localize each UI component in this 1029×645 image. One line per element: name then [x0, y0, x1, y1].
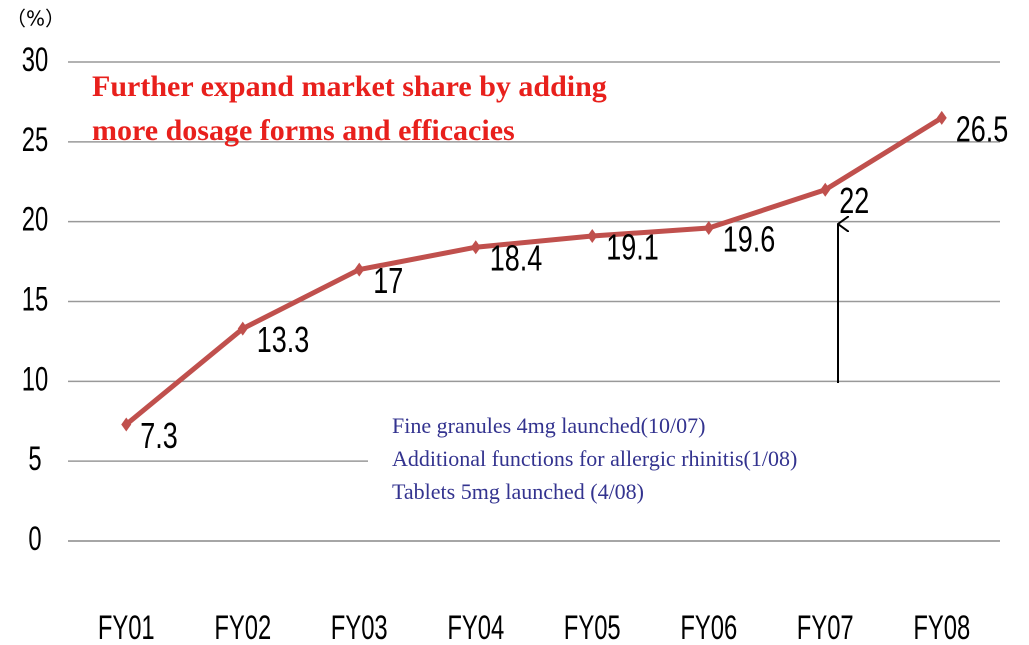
x-tick-label: FY03 — [331, 609, 388, 645]
x-tick-label: FY01 — [98, 609, 155, 645]
annotation-bottom: Tablets 5mg launched (4/08) — [392, 479, 644, 504]
data-label: 19.6 — [723, 219, 776, 260]
annotation-top: Further expand market share by adding — [92, 70, 607, 103]
point-marker — [354, 262, 365, 277]
data-label: 18.4 — [490, 238, 543, 279]
point-marker — [470, 240, 481, 255]
data-label: 26.5 — [956, 109, 1009, 150]
y-tick-label: 25 — [22, 121, 48, 159]
x-tick-label: FY06 — [680, 609, 737, 645]
data-label: 17 — [373, 260, 403, 301]
series-line — [124, 115, 944, 427]
y-tick-label: 0 — [28, 520, 41, 558]
annotation-background — [368, 400, 1000, 518]
point-marker — [703, 221, 714, 236]
y-tick-label: 30 — [22, 41, 48, 79]
x-tick-label: FY07 — [797, 609, 854, 645]
annotation-bottom: Fine granules 4mg launched(10/07) — [392, 413, 705, 438]
data-label: 7.3 — [140, 415, 178, 456]
data-label: 13.3 — [257, 319, 310, 360]
y-tick-label: 10 — [22, 360, 48, 398]
point-marker — [936, 110, 947, 125]
point-marker — [820, 182, 831, 197]
y-tick-label: 15 — [22, 280, 48, 318]
y-tick-label: 5 — [28, 440, 41, 478]
x-tick-label: FY04 — [447, 609, 504, 645]
annotation-bottom: Additional functions for allergic rhinit… — [392, 446, 797, 471]
annotation-top: more dosage forms and efficacies — [92, 114, 515, 147]
point-marker — [237, 321, 248, 336]
unit-label: （%） — [6, 7, 65, 31]
data-label: 19.1 — [606, 227, 659, 268]
point-marker — [121, 417, 132, 432]
x-tick-label: FY05 — [564, 609, 621, 645]
point-marker — [587, 229, 598, 244]
y-tick-label: 20 — [22, 201, 48, 239]
data-label: 22 — [839, 180, 869, 221]
x-tick-label: FY08 — [913, 609, 970, 645]
x-tick-label: FY02 — [214, 609, 271, 645]
